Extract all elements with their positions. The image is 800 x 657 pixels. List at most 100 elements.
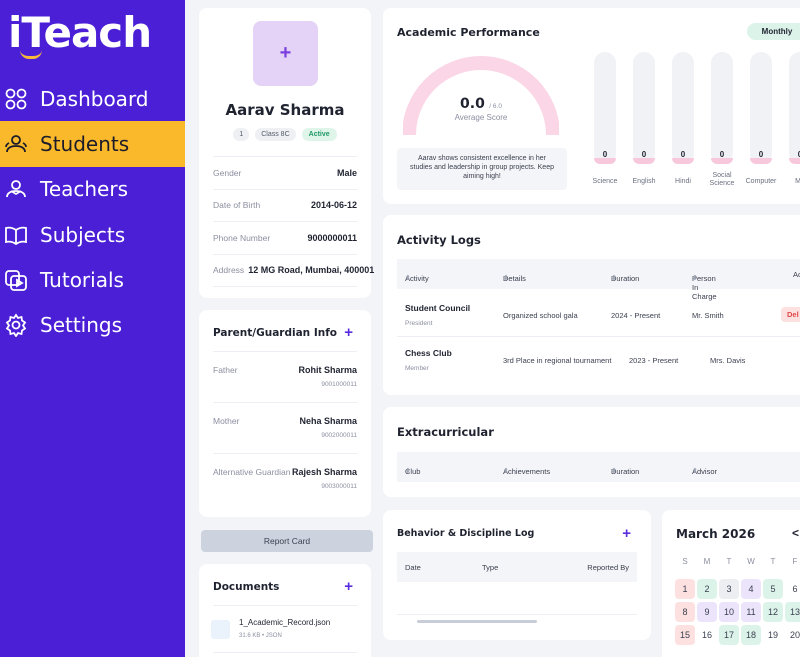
report-card-button[interactable]: Report Card: [201, 530, 373, 552]
col-action[interactable]: Ac: [793, 269, 800, 279]
col-club-label: Club: [405, 467, 421, 476]
roll-badge: 1: [233, 128, 250, 141]
col-activity-label: Activity: [405, 274, 429, 283]
add-behavior-button[interactable]: +: [622, 525, 631, 542]
sort-icon: ⬍: [503, 275, 509, 282]
bar[interactable]: [672, 158, 694, 164]
guardian-title: Parent/Guardian Info: [213, 327, 337, 339]
book-icon: [5, 226, 27, 245]
extracurricular-table-header: Club ⬍ Achievements ⬍ Duration ⬍ Advisor…: [397, 452, 800, 482]
sidebar-item-subjects[interactable]: Subjects: [0, 212, 185, 257]
weekday-label: W: [747, 557, 755, 566]
bar-category-label: Science: [592, 178, 618, 185]
documents-title: Documents: [213, 581, 280, 593]
col-details-label: Details: [503, 274, 526, 283]
dob-row: Date of Birth 2014-06-12: [213, 200, 357, 210]
bar-value-label: 0: [602, 150, 608, 159]
bar[interactable]: [711, 158, 733, 164]
document-item[interactable]: 1_Academic_Record.json 31.6 KB • JSON: [239, 618, 330, 639]
sidebar-item-teachers[interactable]: Teachers: [0, 167, 185, 212]
gender-label: Gender: [213, 168, 242, 178]
address-row: Address 12 MG Road, Mumbai, 400001: [213, 265, 374, 275]
bar-track: [594, 52, 616, 164]
calendar-day[interactable]: 4: [741, 579, 761, 599]
students-icon: [5, 135, 27, 153]
calendar-day[interactable]: 8: [675, 602, 695, 622]
period-select[interactable]: Monthly: [747, 23, 800, 40]
phone-value: 9000000011: [307, 233, 357, 243]
calendar-day[interactable]: 10: [719, 602, 739, 622]
sidebar-item-label: Teachers: [40, 177, 128, 202]
calendar-day[interactable]: 16: [701, 630, 712, 640]
bar[interactable]: [633, 158, 655, 164]
app-logo[interactable]: iTeach: [8, 8, 152, 57]
sidebar-item-settings[interactable]: Settings: [0, 302, 185, 347]
delete-button[interactable]: Del: [781, 307, 800, 322]
col-reported-by[interactable]: Reported By: [587, 562, 629, 572]
mother-phone: 9002000011: [321, 432, 357, 439]
weekday-label: M: [703, 557, 711, 566]
performance-remark: Aarav shows consistent excellence in her…: [397, 148, 567, 190]
bar-value-label: 0: [719, 150, 725, 159]
bar-category-label: Social Science: [709, 172, 735, 187]
sidebar-item-dashboard[interactable]: Dashboard: [0, 76, 185, 121]
tutorials-icon: [5, 269, 27, 291]
avatar-upload[interactable]: +: [253, 21, 318, 86]
calendar-day[interactable]: 19: [767, 630, 778, 640]
sort-icon: ⬍: [405, 468, 411, 475]
activity-person: Mrs. Davis: [710, 356, 746, 365]
bar[interactable]: [750, 158, 772, 164]
document-name: 1_Academic_Record.json: [239, 618, 331, 627]
calendar-day[interactable]: 9: [697, 602, 717, 622]
sidebar-item-students[interactable]: Students: [0, 121, 185, 167]
calendar-day[interactable]: 3: [719, 579, 739, 599]
bar[interactable]: [789, 158, 800, 164]
sidebar: iTeach Dashboard Students Teachers Subje…: [0, 0, 185, 657]
gender-value: Male: [336, 168, 357, 178]
activity-duration: 2024 - Present: [611, 311, 661, 320]
father-name: Rohit Sharma: [298, 365, 357, 375]
table-row[interactable]: Student Council President Organized scho…: [397, 295, 800, 337]
calendar-day[interactable]: 11: [741, 602, 761, 622]
prev-month-button[interactable]: <: [792, 526, 800, 540]
sidebar-item-label: Tutorials: [40, 267, 124, 292]
address-value: 12 MG Road, Mumbai, 400001: [248, 265, 375, 275]
divider: [213, 254, 357, 255]
calendar-day[interactable]: 12: [763, 602, 783, 622]
document-file-icon: [211, 620, 230, 639]
calendar-day[interactable]: 20: [789, 630, 800, 640]
calendar-day[interactable]: 5: [763, 579, 783, 599]
divider: [397, 614, 637, 615]
calendar-day[interactable]: 15: [675, 625, 695, 645]
activity-table-header: Activity ⬍ Details ⬍ Duration ⬍ Person I…: [397, 259, 800, 301]
col-type[interactable]: Type: [482, 562, 499, 572]
calendar-day[interactable]: 2: [697, 579, 717, 599]
bar[interactable]: [594, 158, 616, 164]
calendar-day[interactable]: 17: [719, 625, 739, 645]
sort-icon: ⬍: [611, 468, 617, 475]
calendar-day[interactable]: 13: [785, 602, 800, 622]
add-document-button[interactable]: +: [344, 578, 353, 595]
col-advisor-label: Advisor: [692, 467, 718, 476]
plus-icon: +: [279, 42, 292, 64]
father-row: Father Rohit Sharma 9001000011: [213, 365, 357, 388]
col-date[interactable]: Date: [405, 562, 421, 572]
horizontal-scrollbar[interactable]: [417, 620, 537, 623]
gender-row: Gender Male: [213, 168, 357, 178]
activity-details: Organized school gala: [503, 311, 578, 320]
activity-role: Member: [405, 365, 429, 372]
bar-value-label: 0: [680, 150, 686, 159]
activity-role: President: [405, 320, 433, 327]
add-guardian-button[interactable]: +: [344, 324, 353, 341]
divider: [213, 605, 357, 606]
sidebar-item-tutorials[interactable]: Tutorials: [0, 257, 185, 302]
table-row[interactable]: Chess Club Member 3rd Place in regional …: [397, 340, 800, 382]
extracurricular-title: Extracurricular: [397, 425, 494, 439]
document-meta: 31.6 KB • JSON: [239, 633, 282, 639]
divider: [213, 402, 357, 403]
mother-row: Mother Neha Sharma 9002000011: [213, 416, 357, 439]
calendar-day[interactable]: 6: [792, 584, 798, 594]
activity-duration: 2023 - Present: [629, 356, 679, 365]
calendar-day[interactable]: 1: [675, 579, 695, 599]
calendar-day[interactable]: 18: [741, 625, 761, 645]
